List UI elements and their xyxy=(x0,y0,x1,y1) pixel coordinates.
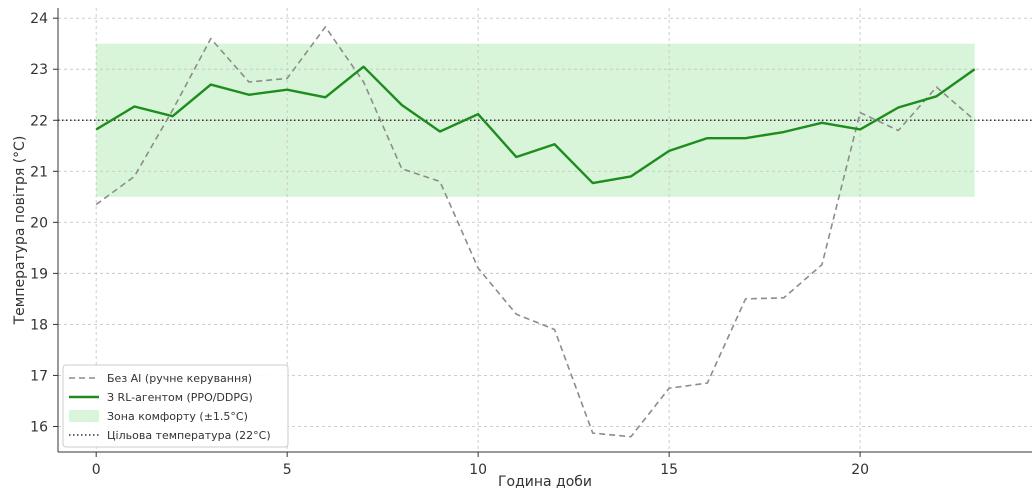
y-tick-label: 16 xyxy=(30,419,48,435)
y-tick-label: 23 xyxy=(30,62,48,78)
series-line-1 xyxy=(95,65,976,185)
legend-label-comfort: Зона комфорту (±1.5°C) xyxy=(107,410,248,423)
legend-label-rl: З RL-агентом (PPO/DDPG) xyxy=(107,391,253,404)
y-tick-label: 21 xyxy=(30,164,48,180)
legend-box xyxy=(62,364,289,448)
legend-label-target: Цільова температура (22°C) xyxy=(107,429,271,442)
y-tick-label: 17 xyxy=(30,368,48,384)
series-line-0 xyxy=(95,26,976,438)
x-tick-label: 15 xyxy=(660,462,678,478)
x-tick-label: 0 xyxy=(92,462,101,478)
x-axis-label: Година доби xyxy=(498,474,592,490)
y-tick-label: 18 xyxy=(30,317,48,333)
legend-label-manual: Без AI (ручне керування) xyxy=(107,372,252,385)
y-tick-label: 20 xyxy=(30,215,48,231)
x-tick-label: 10 xyxy=(469,462,487,478)
legend-handle-comfort xyxy=(69,410,99,422)
x-tick-label: 20 xyxy=(851,462,869,478)
x-tick-label: 5 xyxy=(283,462,292,478)
y-tick-label: 24 xyxy=(30,11,48,27)
y-axis-label: Температура повітря (°C) xyxy=(12,136,28,326)
y-tick-label: 22 xyxy=(30,113,48,129)
y-tick-label: 19 xyxy=(30,266,48,282)
